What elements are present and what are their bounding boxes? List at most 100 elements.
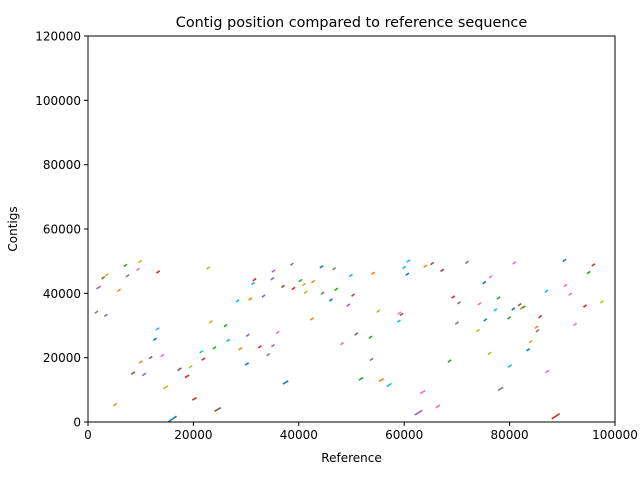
contig-segment-48 [223,323,228,328]
contig-segment-41 [245,333,250,338]
contig-segment-51 [208,320,213,324]
contig-segment-30 [199,349,204,354]
contig-segment-20 [507,364,513,368]
contig-segment-118 [464,260,469,265]
contig-segment-105 [271,269,276,273]
contig-segment-15 [141,372,147,377]
y-tick-label: 120000 [35,30,81,44]
contig-segment-62 [493,308,498,312]
y-tick-label: 0 [73,416,81,430]
plot-layer [94,258,604,423]
contig-segment-19 [188,365,193,369]
y-axis-ticks: 0 20000 40000 60000 80000 100000 120000 [35,30,88,430]
contig-segment-106 [440,268,445,273]
contig-segment-111 [319,265,324,269]
contig-segment-104 [156,270,161,274]
contig-segment-96 [101,275,106,280]
contig-segment-57 [103,313,108,318]
contig-segment-69 [477,302,482,306]
contig-segment-110 [402,265,407,270]
contig-segment-93 [298,278,303,283]
contig-segment-40 [368,335,373,340]
contig-segment-22 [138,360,143,364]
y-tick-label: 60000 [43,223,81,237]
contig-segment-54 [309,317,315,321]
contig-segment-58 [399,312,404,317]
contig-segment-61 [376,309,381,313]
contig-segment-77 [261,294,266,298]
contig-segment-50 [454,321,459,325]
contig-segment-89 [302,282,307,287]
contig-segment-17 [544,369,550,374]
contig-segment-12 [378,377,385,383]
contig-segment-31 [525,348,531,352]
contig-segment-26 [148,355,153,360]
contig-segment-56 [538,314,543,319]
contig-segment-4 [112,402,118,407]
contig-segment-9 [162,385,169,390]
y-tick-label: 40000 [43,287,81,301]
contig-segment-38 [226,338,231,343]
contig-segment-86 [96,285,102,290]
contig-segment-59 [397,311,402,315]
contig-segment-83 [117,288,122,293]
contig-segment-21 [244,362,250,366]
contig-segment-34 [257,345,262,349]
contig-segment-46 [155,327,160,331]
contig-segment-90 [250,281,255,286]
contig-segment-66 [582,304,588,308]
contig-segment-85 [291,286,296,291]
contig-segment-80 [320,291,325,295]
contig-segment-8 [497,386,504,392]
contig-segment-121 [562,258,567,263]
contig-segment-120 [406,259,411,263]
contig-segment-47 [534,325,539,330]
contig-segment-87 [280,284,286,289]
contig-segment-82 [544,289,549,294]
contig-segment-100 [405,272,410,276]
contig-segment-99 [104,273,110,277]
contig-segment-39 [152,337,157,341]
contig-segment-49 [572,322,577,327]
contig-segment-65 [521,305,526,309]
contig-segment-63 [511,307,516,311]
x-tick-label: 40000 [280,428,318,442]
contig-segment-0 [167,415,177,423]
contig-segment-14 [184,374,190,379]
x-tick-label: 80000 [491,428,529,442]
contig-segment-16 [130,371,136,376]
contig-segment-55 [507,316,512,320]
contig-segment-103 [586,270,591,275]
contig-segment-115 [289,262,294,266]
contig-segment-74 [248,297,253,301]
contig-segment-43 [275,330,280,335]
contig-segment-98 [125,274,130,278]
contig-segment-116 [430,261,435,266]
contig-segment-52 [396,319,401,323]
contig-segment-95 [270,276,275,281]
contig-segment-70 [456,301,462,305]
contig-segment-18 [177,367,182,372]
contig-segment-25 [201,357,206,361]
contig-segment-42 [354,332,359,336]
contig-segment-117 [512,261,517,265]
contig-segment-29 [487,351,492,356]
contig-segment-92 [310,279,316,284]
contig-segment-67 [346,303,351,307]
contig-segment-45 [475,328,481,333]
contig-segment-53 [483,318,488,322]
contig-segment-35 [270,343,276,348]
y-tick-label: 20000 [43,351,81,365]
contig-segment-5 [435,404,441,409]
chart-title: Contig position compared to reference se… [176,15,528,31]
contig-segment-119 [138,259,143,264]
contig-segment-37 [528,339,533,344]
contig-segment-88 [563,283,568,288]
contig-segment-2 [214,406,222,413]
contig-segment-114 [591,263,596,267]
contig-segment-79 [568,292,573,296]
contig-segment-81 [303,290,308,294]
